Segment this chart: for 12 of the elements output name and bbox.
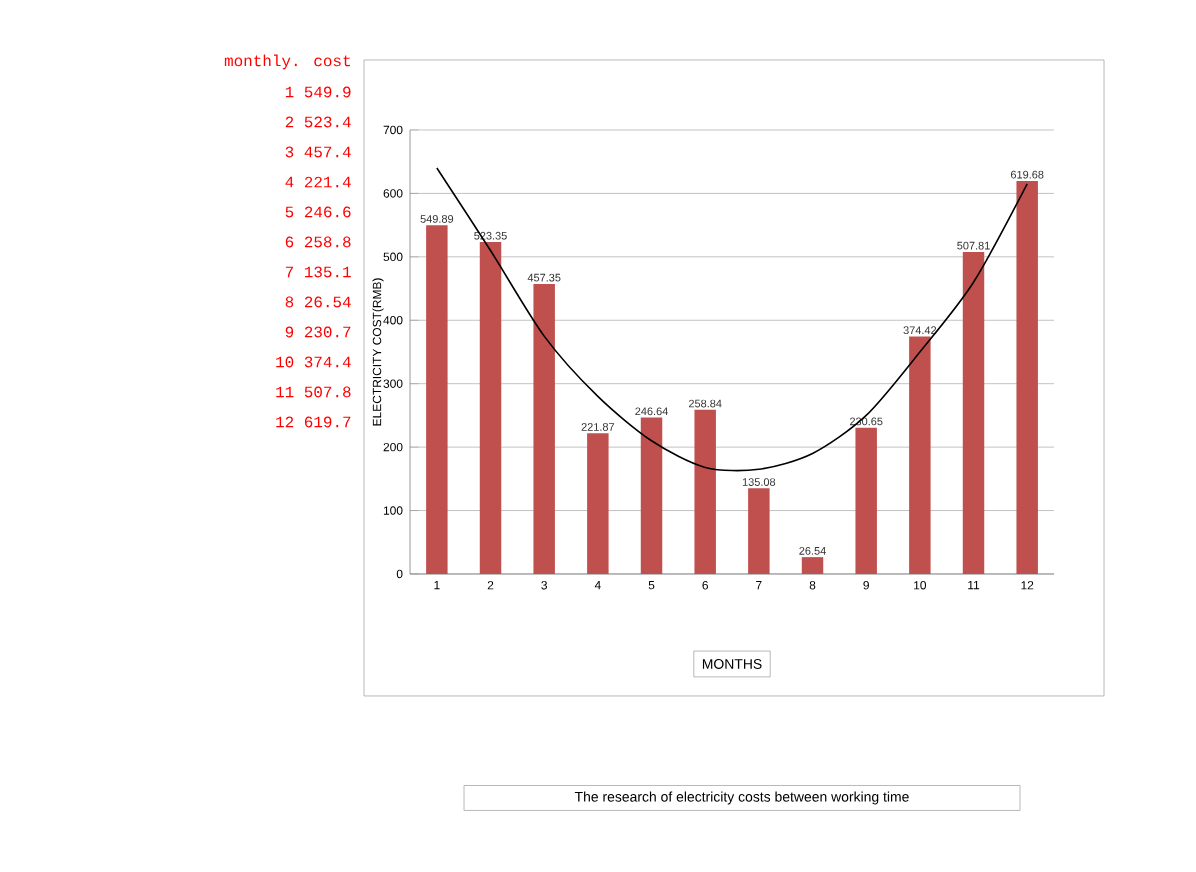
bar [426,225,448,574]
bar [962,251,985,574]
bar [587,433,609,574]
bar [855,427,877,574]
bar [909,336,931,574]
bar [479,242,502,574]
bar [1016,180,1038,574]
bar [694,409,716,574]
bar [801,557,824,574]
bar [748,488,770,574]
bar [533,283,555,574]
bar [640,417,663,574]
